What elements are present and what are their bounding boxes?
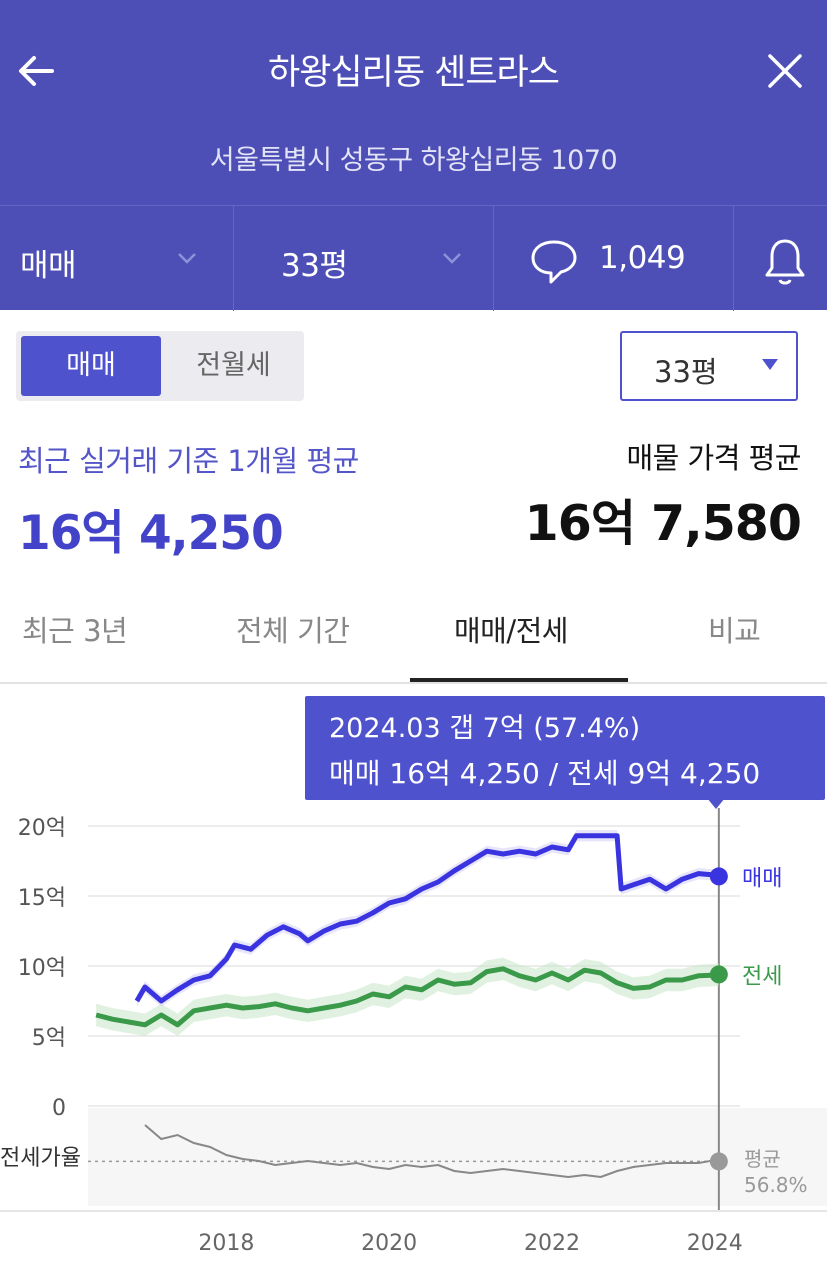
size-select[interactable]: 33평 xyxy=(620,331,798,401)
ratio-average-label: 평균 xyxy=(744,1147,781,1171)
app-header: 하왕십리동 센트라스 서울특별시 성동구 하왕십리동 1070 매매 33평 1… xyxy=(0,0,827,311)
period-tabs: 최근 3년 전체 기간 매매/전세 비교 xyxy=(0,590,827,684)
trade-type-label: 매매 xyxy=(20,248,77,284)
tab-compare[interactable]: 비교 xyxy=(708,614,761,648)
jeonse-series-label: 전세 xyxy=(742,964,782,989)
jeonse-line xyxy=(95,966,720,1028)
ratio-endpoint xyxy=(709,1152,728,1171)
chat-bubble-icon xyxy=(531,240,577,284)
x-tick-label: 2018 xyxy=(198,1231,254,1256)
ratio-average-value: 56.8% xyxy=(744,1173,808,1197)
page-title: 하왕십리동 센트라스 xyxy=(268,53,560,93)
recent-trade-value: 16억 4,250 xyxy=(18,506,284,561)
back-arrow-icon[interactable] xyxy=(14,48,60,94)
header-top: 하왕십리동 센트라스 서울특별시 성동구 하왕십리동 1070 xyxy=(0,0,827,205)
jeonse-endpoint xyxy=(709,965,728,984)
close-icon[interactable] xyxy=(764,50,806,92)
ratio-line xyxy=(144,1124,719,1179)
tab-recent-3y[interactable]: 최근 3년 xyxy=(22,614,128,648)
size-label: 33평 xyxy=(281,248,348,284)
notification-button[interactable] xyxy=(733,206,827,311)
y-tick-label: 0 xyxy=(52,1096,66,1121)
x-tick-label: 2020 xyxy=(361,1231,417,1256)
active-tab-indicator xyxy=(410,678,628,682)
chevron-down-icon xyxy=(178,253,196,264)
bottom-divider xyxy=(0,1210,827,1212)
tooltip-price-line: 매매 16억 4,250 / 전세 9억 4,250 xyxy=(329,757,761,790)
y-tick-label: 20억 xyxy=(18,816,66,841)
address-text: 서울특별시 성동구 하왕십리동 1070 xyxy=(209,145,618,176)
tab-all-period[interactable]: 전체 기간 xyxy=(236,614,350,648)
size-select-value: 33평 xyxy=(654,355,718,389)
filter-bar: 매매 33평 1,049 xyxy=(0,205,827,311)
y-tick-label: 15억 xyxy=(18,886,66,911)
segment-jeonse-monthly[interactable]: 전월세 xyxy=(196,350,271,381)
jeonse-range-band xyxy=(96,957,719,1036)
bell-icon xyxy=(765,239,805,285)
ratio-axis-label: 전세가율 xyxy=(0,1146,81,1171)
size-dropdown[interactable]: 33평 xyxy=(233,206,494,311)
comment-count: 1,049 xyxy=(599,240,686,276)
sale-endpoint xyxy=(709,867,728,886)
tab-sale-jeonse[interactable]: 매매/전세 xyxy=(454,614,569,648)
y-tick-label: 10억 xyxy=(18,956,66,981)
chevron-down-icon xyxy=(443,253,461,264)
comments-button[interactable]: 1,049 xyxy=(493,206,734,311)
caret-down-icon xyxy=(762,359,778,370)
trade-type-dropdown[interactable]: 매매 xyxy=(0,206,234,311)
sale-line xyxy=(134,833,720,1004)
listing-average-label: 매물 가격 평균 xyxy=(626,441,801,475)
y-tick-label: 5억 xyxy=(32,1026,66,1051)
ratio-panel-background xyxy=(88,1108,827,1206)
x-tick-label: 2022 xyxy=(524,1231,580,1256)
tooltip-arrow xyxy=(707,798,725,809)
listing-average-value: 16억 7,580 xyxy=(524,495,802,552)
segment-sale[interactable]: 매매 xyxy=(21,336,161,396)
x-tick-label: 2024 xyxy=(687,1231,743,1256)
sale-series-label: 매매 xyxy=(742,866,782,891)
recent-trade-label: 최근 실거래 기준 1개월 평균 xyxy=(18,444,359,478)
tooltip-gap-line: 2024.03 갭 7억 (57.4%) xyxy=(329,713,641,744)
chart-tooltip: 2024.03 갭 7억 (57.4%) 매매 16억 4,250 / 전세 9… xyxy=(305,696,825,800)
trade-segment-control: 매매 전월세 xyxy=(16,331,304,401)
